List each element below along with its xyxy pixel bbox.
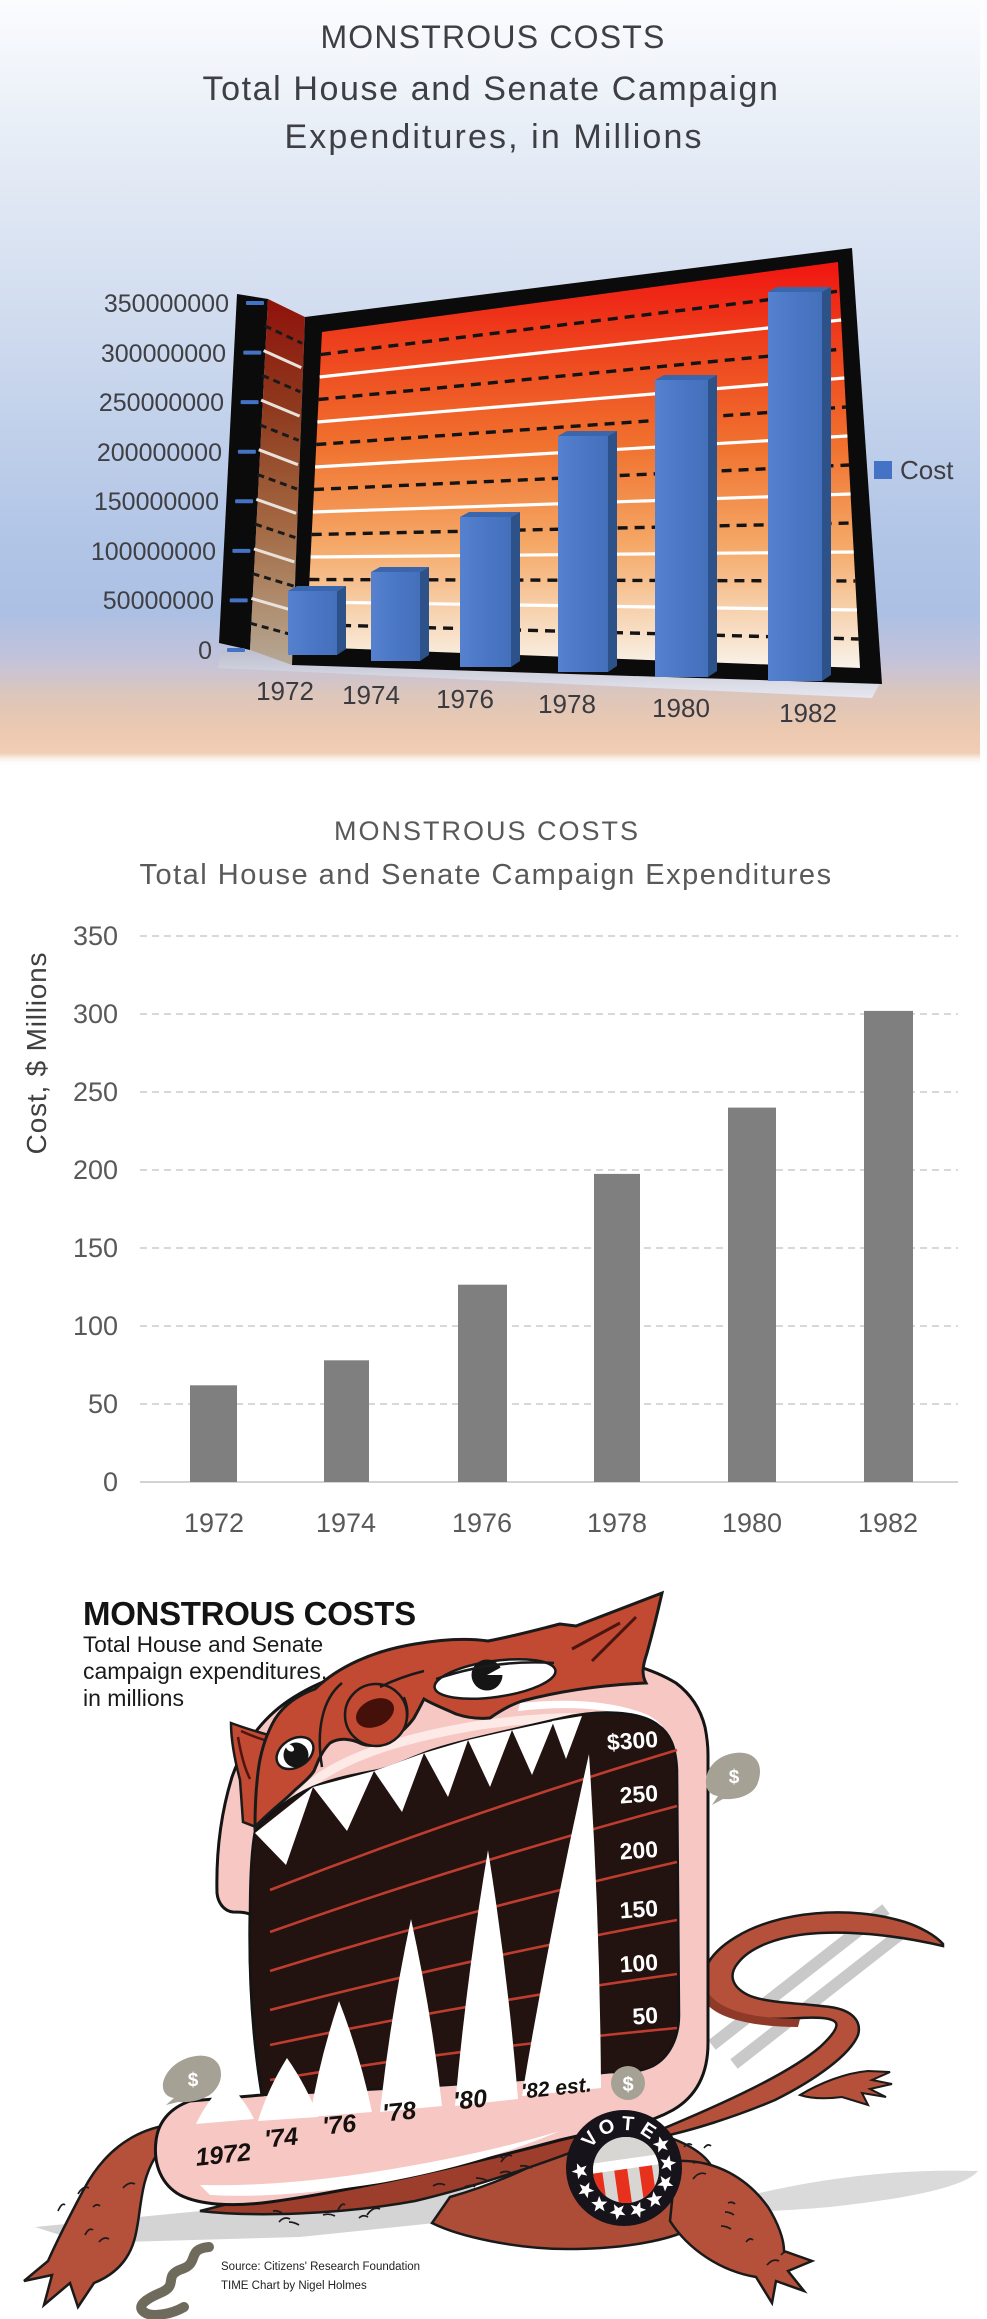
svg-text:Total House and Senate Campaig: Total House and Senate Campaign	[203, 70, 780, 108]
svg-text:1980: 1980	[652, 693, 710, 723]
svg-text:campaign expenditures,: campaign expenditures,	[83, 1658, 327, 1684]
svg-text:1972: 1972	[194, 2138, 252, 2172]
svg-text:MONSTROUS COSTS: MONSTROUS COSTS	[83, 1595, 416, 1632]
svg-text:250000000: 250000000	[99, 389, 224, 417]
svg-text:$: $	[622, 2074, 633, 2096]
svg-text:1980: 1980	[722, 1508, 782, 1538]
svg-text:1972: 1972	[256, 676, 314, 706]
svg-text:250: 250	[73, 1077, 118, 1107]
svg-text:100000000: 100000000	[91, 538, 216, 566]
svg-text:Expenditures, in Millions: Expenditures, in Millions	[284, 118, 703, 156]
svg-text:1974: 1974	[342, 680, 400, 710]
svg-text:200: 200	[73, 1155, 118, 1185]
svg-text:1982: 1982	[858, 1508, 918, 1538]
svg-text:Cost, $ Millions: Cost, $ Millions	[21, 952, 52, 1155]
svg-text:'80: '80	[452, 2084, 489, 2115]
svg-text:1982: 1982	[779, 698, 837, 728]
svg-text:Total House and Senate: Total House and Senate	[83, 1632, 323, 1657]
svg-text:350: 350	[73, 921, 118, 951]
svg-text:0: 0	[103, 1467, 118, 1497]
svg-text:1974: 1974	[316, 1508, 376, 1538]
svg-text:1976: 1976	[436, 684, 494, 714]
svg-text:$: $	[188, 2070, 199, 2091]
svg-text:Cost: Cost	[900, 455, 954, 485]
svg-text:150: 150	[73, 1233, 118, 1263]
svg-text:1976: 1976	[452, 1508, 512, 1538]
svg-text:'76: '76	[321, 2109, 359, 2140]
svg-text:150000000: 150000000	[94, 488, 219, 516]
svg-text:1972: 1972	[184, 1508, 244, 1538]
svg-text:50: 50	[632, 2002, 659, 2030]
svg-text:in millions: in millions	[83, 1685, 184, 1711]
svg-text:100: 100	[73, 1311, 118, 1341]
svg-text:300000000: 300000000	[101, 340, 226, 368]
svg-text:'78: '78	[381, 2096, 418, 2127]
svg-text:T: T	[621, 2113, 635, 2136]
svg-text:100: 100	[619, 1949, 659, 1978]
svg-text:MONSTROUS COSTS: MONSTROUS COSTS	[320, 19, 665, 55]
svg-text:50: 50	[88, 1389, 118, 1419]
svg-text:Total House and Senate Campaig: Total House and Senate Campaign Expendit…	[139, 859, 832, 891]
svg-text:Source: Citizens' Research Fou: Source: Citizens' Research Foundation	[221, 2261, 420, 2273]
svg-text:1978: 1978	[587, 1508, 647, 1538]
svg-text:$300: $300	[606, 1726, 659, 1756]
svg-text:250: 250	[619, 1780, 659, 1809]
svg-text:300: 300	[73, 999, 118, 1029]
svg-text:200000000: 200000000	[97, 439, 222, 467]
svg-text:0: 0	[198, 637, 212, 665]
svg-text:1978: 1978	[538, 689, 596, 719]
svg-text:350000000: 350000000	[104, 290, 229, 318]
svg-text:MONSTROUS COSTS: MONSTROUS COSTS	[334, 816, 640, 846]
svg-text:200: 200	[619, 1836, 659, 1865]
svg-text:TIME Chart by Nigel Holmes: TIME Chart by Nigel Holmes	[221, 2280, 367, 2292]
svg-text:50000000: 50000000	[103, 587, 214, 615]
svg-text:150: 150	[619, 1895, 659, 1924]
svg-text:$: $	[729, 1767, 740, 1788]
svg-text:'74: '74	[263, 2122, 300, 2153]
